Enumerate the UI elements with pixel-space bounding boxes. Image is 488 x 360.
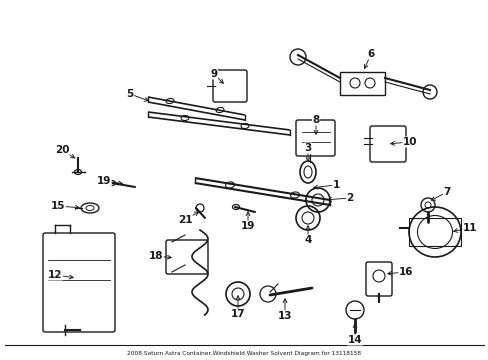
Text: 2: 2 [346,193,353,203]
Bar [408,218,460,246]
Text: 15: 15 [51,201,65,211]
Text: 6: 6 [366,49,374,59]
Text: 10: 10 [402,137,416,147]
Text: 19: 19 [97,176,111,186]
Text: 19: 19 [240,221,255,231]
Text: 1: 1 [332,180,339,190]
Text: 2008 Saturn Astra Container,Windshield Washer Solvent Diagram for 13118158: 2008 Saturn Astra Container,Windshield W… [127,351,361,356]
Text: 18: 18 [148,251,163,261]
Text: 3: 3 [304,143,311,153]
Text: 13: 13 [277,311,292,321]
Text: 4: 4 [304,235,311,245]
Text: 12: 12 [48,270,62,280]
Text: 9: 9 [210,69,217,79]
Text: 5: 5 [126,89,133,99]
Text: 21: 21 [177,215,192,225]
Text: 17: 17 [230,309,245,319]
Text: 11: 11 [462,223,476,233]
Text: 14: 14 [347,335,362,345]
Text: 20: 20 [55,145,69,155]
Text: 8: 8 [312,115,319,125]
Text: 16: 16 [398,267,412,277]
Text: 7: 7 [443,187,450,197]
